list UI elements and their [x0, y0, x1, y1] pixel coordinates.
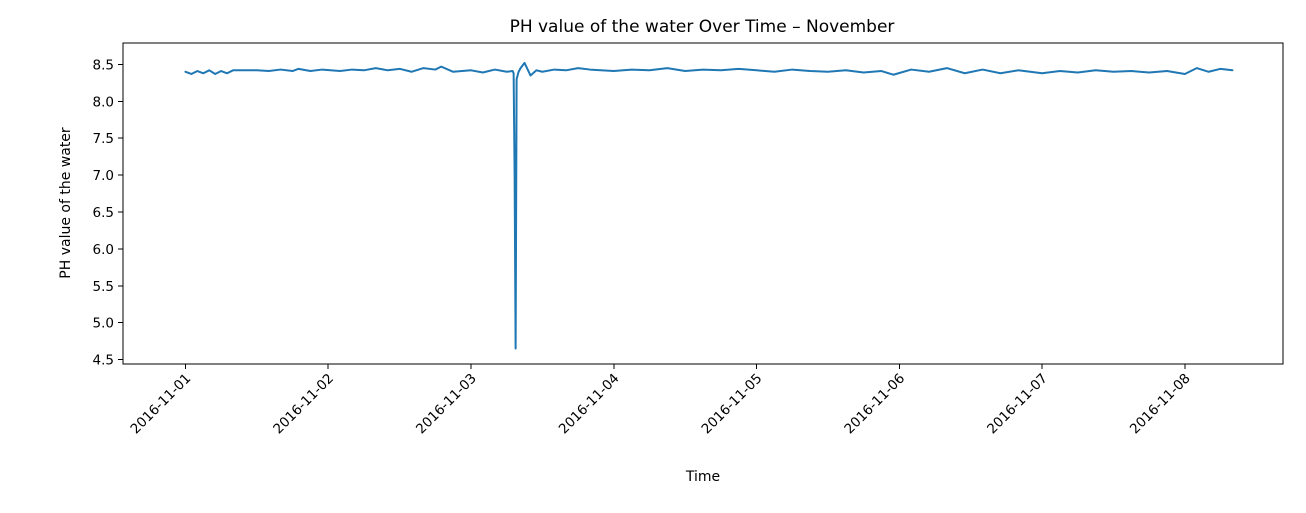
x-tick-label: 2016-11-05	[699, 371, 766, 438]
y-tick-label: 5.5	[93, 279, 114, 295]
x-axis-label: Time	[685, 469, 720, 485]
y-tick-label: 6.5	[93, 205, 114, 221]
y-tick-label: 5.0	[93, 316, 114, 332]
x-tick-label: 2016-11-06	[841, 371, 908, 438]
x-tick-label: 2016-11-03	[413, 371, 480, 438]
plot-frame	[122, 42, 1284, 365]
y-tick-label: 8.0	[93, 94, 114, 110]
y-tick-label: 4.5	[93, 353, 114, 369]
plot-area	[122, 42, 1284, 365]
y-tick-label: 7.5	[93, 131, 114, 147]
x-tick-label: 2016-11-07	[984, 371, 1051, 438]
y-axis-ticks: 4.5 5.0 5.5 6.0 6.5 7.0 7.5 8.0 8.5	[93, 57, 123, 369]
x-axis-ticks: 2016-11-01 2016-11-02 2016-11-03 2016-11-04…	[127, 364, 1194, 438]
y-axis-label: PH value of the water	[58, 127, 74, 279]
chart-title: PH value of the water Over Time – Novemb…	[510, 17, 895, 37]
x-tick-label: 2016-11-02	[270, 371, 337, 438]
y-tick-label: 8.5	[93, 57, 114, 73]
y-tick-label: 7.0	[93, 168, 114, 184]
x-tick-label: 2016-11-04	[556, 371, 623, 438]
x-tick-label: 2016-11-08	[1127, 371, 1194, 438]
y-tick-label: 6.0	[93, 242, 114, 258]
x-tick-label: 2016-11-01	[127, 371, 194, 438]
series-line	[184, 61, 1234, 350]
